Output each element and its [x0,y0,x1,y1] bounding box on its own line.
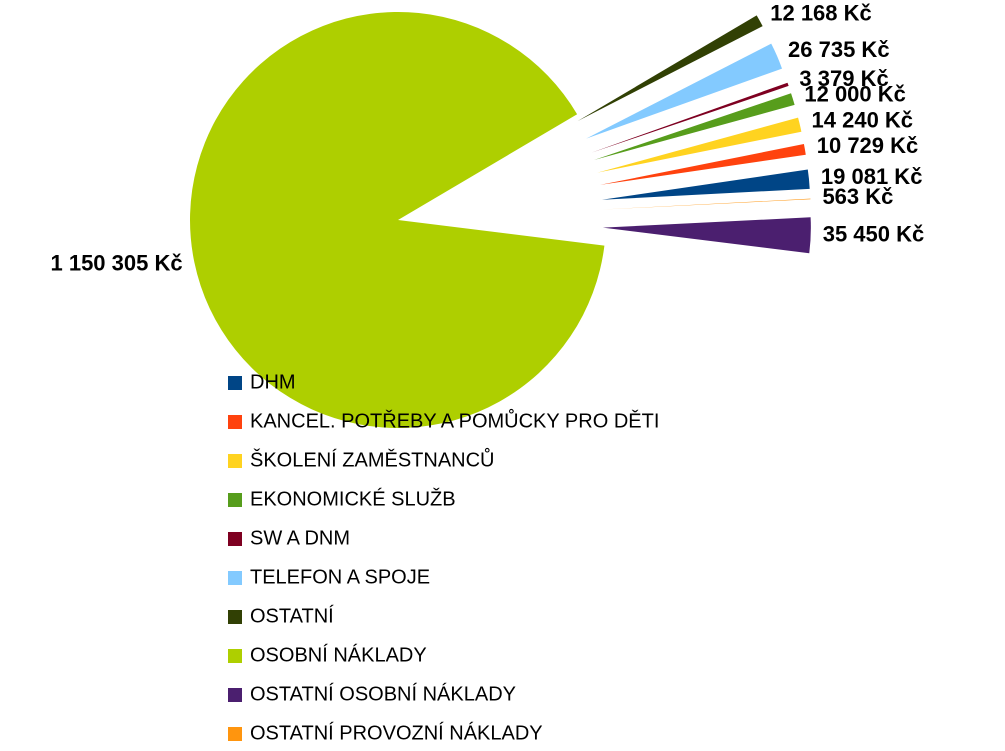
pie-slice [594,93,795,160]
legend-swatch [228,649,242,663]
pie-slice [602,217,811,254]
legend-swatch [228,571,242,585]
legend-swatch [228,532,242,546]
legend-swatch [228,727,242,741]
legend-swatch [228,493,242,507]
legend-label: OSOBNÍ NÁKLADY [250,643,427,666]
pie-slice [591,82,789,153]
legend-label: OSTATNÍ OSOBNÍ NÁKLADY [250,682,516,705]
pie-slice [597,117,802,173]
legend-label: OSTATNÍ PROVOZNÍ NÁKLADY [250,721,543,744]
legend-label: DHM [250,371,296,393]
pie-slice [602,198,811,210]
legend-label: SW A DNM [250,527,350,549]
legend-swatch [228,454,242,468]
value-label: 12 168 Kč [770,1,872,26]
pie-slice [601,169,810,200]
value-label: 12 000 Kč [804,81,906,106]
legend-label: ŠKOLENÍ ZAMĚSTNANCŮ [250,447,494,471]
legend-swatch [228,415,242,429]
legend-swatch [228,688,242,702]
value-label: 1 150 305 Kč [50,251,182,276]
legend-label: TELEFON A SPOJE [250,566,430,588]
value-label: 26 735 Kč [788,37,890,62]
pie-slice [586,43,783,139]
legend-label: OSTATNÍ [250,604,334,627]
pie-slice [599,143,806,185]
legend-label: KANCEL. POTŘEBY A POMŮCKY PRO DĚTI [250,408,659,432]
legend-swatch [228,610,242,624]
pie-slice [577,15,763,122]
value-label: 10 729 Kč [817,133,919,158]
pie-slice [190,11,605,428]
value-label: 19 081 Kč [821,164,923,189]
value-label: 14 240 Kč [812,108,914,133]
value-label: 3 379 Kč [799,66,888,91]
legend-swatch [228,376,242,390]
legend-label: EKONOMICKÉ SLUŽB [250,487,456,510]
value-label: 563 Kč [822,184,893,209]
value-label: 35 450 Kč [823,222,925,247]
